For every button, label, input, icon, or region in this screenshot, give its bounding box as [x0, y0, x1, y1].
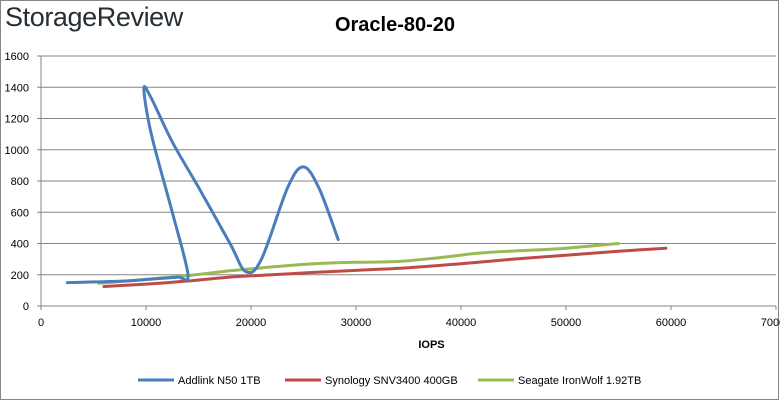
x-tick-label: 50000	[551, 317, 582, 329]
y-tick-label: 600	[11, 207, 29, 219]
x-tick-label: 40000	[446, 317, 477, 329]
x-axis-label: IOPS	[418, 339, 444, 351]
x-tick-label: 60000	[656, 317, 687, 329]
x-tick-label: 30000	[341, 317, 372, 329]
x-tick-label: 0	[38, 317, 44, 329]
axes	[37, 55, 777, 310]
y-tick-label: 1200	[5, 114, 29, 126]
legend: Addlink N50 1TB Synology SNV3400 400GB Sea…	[138, 375, 641, 387]
y-tick-label: 400	[11, 239, 29, 251]
legend-label: Synology SNV3400 400GB	[325, 375, 458, 387]
gridlines	[41, 55, 776, 276]
y-tick-label: 0	[23, 301, 29, 313]
legend-label: Seagate IronWolf 1.92TB	[518, 375, 641, 387]
x-tick-label: 70000	[761, 317, 780, 329]
chart-title: Oracle-80-20	[334, 14, 456, 36]
y-tick-label: 1600	[5, 51, 29, 63]
series-line-1	[65, 84, 340, 285]
x-tick-label: 10000	[131, 317, 162, 329]
x-tick-labels: 0 10000 20000 30000 40000 50000 60000 70000	[38, 317, 780, 329]
legend-item: Synology SNV3400 400GB	[285, 375, 458, 387]
x-tick-label: 20000	[236, 317, 267, 329]
legend-item: Seagate IronWolf 1.92TB	[478, 375, 641, 387]
legend-item: Addlink N50 1TB	[138, 375, 261, 387]
y-tick-label: 1000	[5, 145, 29, 157]
y-tick-label: 800	[11, 176, 29, 188]
legend-label: Addlink N50 1TB	[178, 375, 261, 387]
y-tick-label: 200	[11, 270, 29, 282]
storagereview-logo: StorageReview	[5, 2, 183, 32]
y-tick-labels: 0 200 400 600 800 1000 1200 1400 1600	[5, 51, 29, 313]
y-tick-label: 1400	[5, 82, 29, 94]
series-lines	[65, 84, 668, 288]
